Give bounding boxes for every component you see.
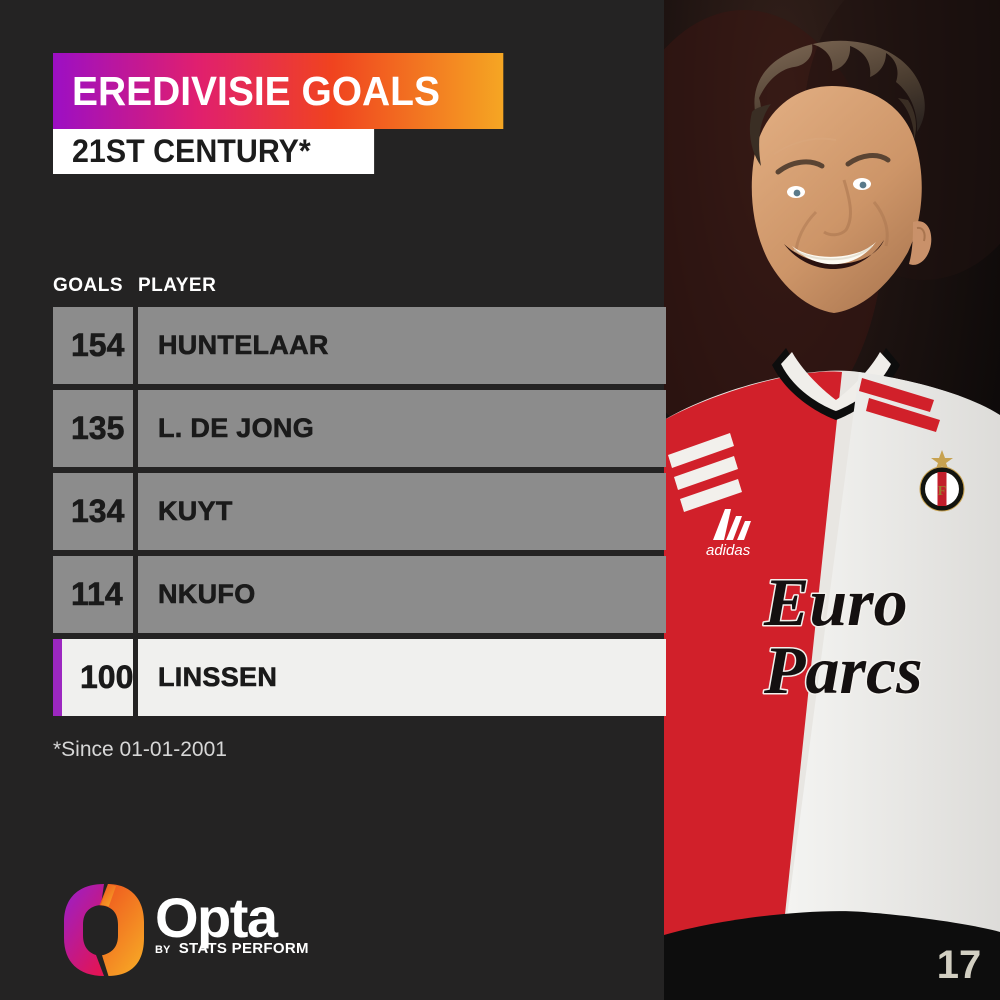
svg-text:adidas: adidas [706, 542, 751, 559]
svg-text:Euro: Euro [763, 564, 908, 640]
svg-text:17: 17 [937, 943, 982, 987]
svg-text:F: F [938, 484, 947, 499]
svg-text:Parcs: Parcs [763, 632, 923, 708]
